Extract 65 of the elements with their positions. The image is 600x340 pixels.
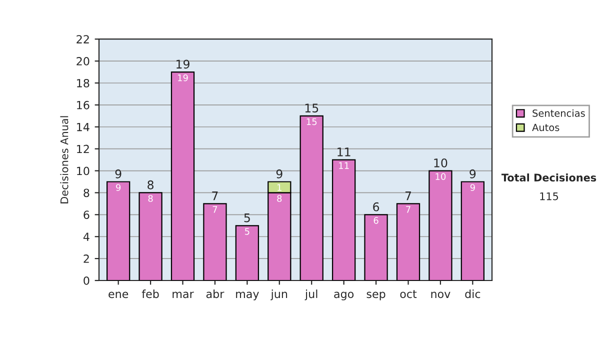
x-tick-label: may <box>236 292 259 300</box>
y-tick-label: 6 <box>84 210 90 220</box>
data-label: 10 <box>436 173 446 180</box>
y-tick-label: 18 <box>77 78 90 88</box>
bar <box>300 115 324 280</box>
data-label: 9 <box>470 184 475 191</box>
y-axis-title: Decisiones Anual <box>60 116 68 204</box>
total-label: 9 <box>276 169 282 178</box>
total-label: 15 <box>305 104 318 113</box>
total-label: 7 <box>212 192 218 200</box>
y-tick-label: 16 <box>77 100 90 110</box>
data-label: 5 <box>245 228 250 235</box>
bar <box>138 192 162 280</box>
y-tick-label: 8 <box>84 188 90 198</box>
total-label: 19 <box>176 60 190 69</box>
data-label: 8 <box>148 195 153 202</box>
x-tick-label: abr <box>206 290 224 298</box>
text: 115 <box>540 192 558 200</box>
total-label: 7 <box>405 192 411 200</box>
y-tick-label: 10 <box>77 166 90 176</box>
x-tick-label: nov <box>431 292 450 298</box>
x-tick-label: oct <box>400 290 417 298</box>
data-label: 7 <box>406 206 410 213</box>
bar <box>106 181 130 280</box>
y-tick-label: 22 <box>76 35 89 44</box>
total-label: 5 <box>244 213 250 222</box>
data-label: 11 <box>339 162 349 169</box>
total-label: 11 <box>338 148 350 156</box>
y-tick-label: 12 <box>77 144 89 154</box>
data-label: 15 <box>306 118 317 126</box>
y-tick-label: 14 <box>77 123 90 132</box>
bar <box>170 71 195 280</box>
data-label: 9 <box>116 184 121 191</box>
x-tick-label: jun <box>270 290 288 300</box>
bar <box>332 159 356 280</box>
data-label: 19 <box>178 74 188 82</box>
bar <box>460 181 484 280</box>
bar <box>364 214 388 280</box>
bar <box>396 203 420 280</box>
y-tick-label: 2 <box>84 254 89 263</box>
x-tick-label: sep <box>366 292 386 300</box>
bar <box>428 170 452 280</box>
x-tick-label: ago <box>334 292 354 300</box>
x-tick-label: dic <box>465 290 480 298</box>
y-tick-label: 4 <box>83 232 90 241</box>
data-label: 7 <box>212 206 218 213</box>
legend-label: Autos <box>532 124 560 132</box>
data-label: 8 <box>277 195 282 202</box>
total-label: 9 <box>115 169 122 178</box>
y-tick-label: 0 <box>84 276 90 285</box>
data-label: 1 <box>278 184 282 191</box>
total-label: 9 <box>470 169 476 178</box>
x-tick-label: ene <box>108 292 128 298</box>
total-label: 8 <box>148 180 154 190</box>
bar <box>203 203 227 280</box>
x-tick-label: mar <box>172 292 194 298</box>
text: Total Decisiones <box>501 173 596 182</box>
data-label: 6 <box>374 217 378 224</box>
x-tick-label: feb <box>142 290 159 298</box>
legend-label: Sentencias <box>532 109 585 117</box>
total-label: 6 <box>373 202 380 212</box>
x-tick-label: jul <box>304 290 318 300</box>
y-tick-label: 20 <box>76 57 90 66</box>
total-label: 10 <box>434 158 448 168</box>
bar <box>235 225 260 280</box>
